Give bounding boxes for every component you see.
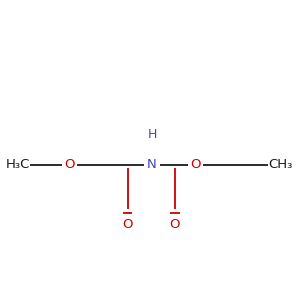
Text: O: O: [64, 158, 75, 171]
Text: H₃C: H₃C: [6, 158, 30, 171]
Text: O: O: [122, 218, 133, 231]
Text: O: O: [170, 218, 180, 231]
Text: O: O: [190, 158, 200, 171]
Text: H: H: [147, 128, 157, 141]
Text: N: N: [147, 158, 157, 171]
Text: CH₃: CH₃: [268, 158, 293, 171]
